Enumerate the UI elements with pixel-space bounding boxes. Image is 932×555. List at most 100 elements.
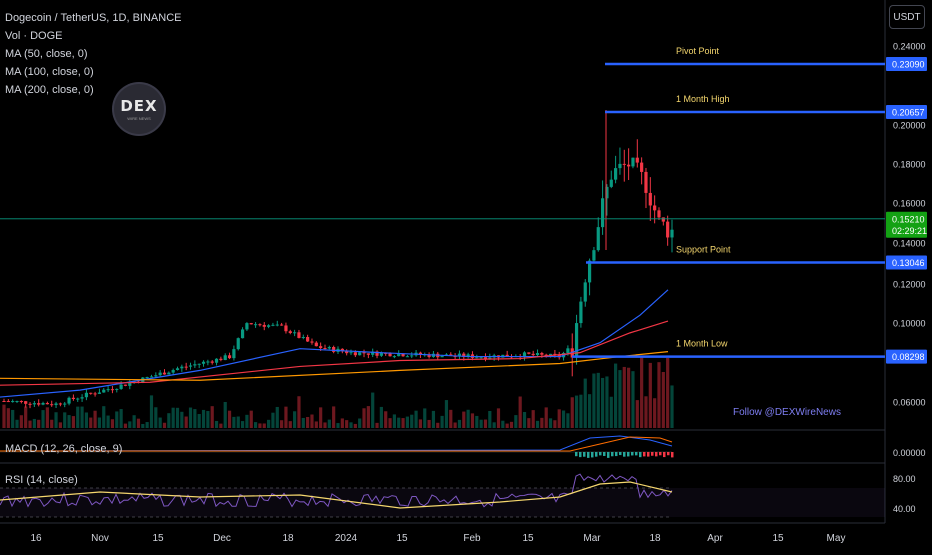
- candle: [540, 353, 543, 355]
- candle: [276, 325, 279, 326]
- volume-bar: [436, 423, 439, 428]
- candle: [89, 393, 92, 394]
- legend: Dogecoin / TetherUS, 1D, BINANCE Vol · D…: [5, 9, 181, 99]
- volume-bar: [653, 398, 656, 428]
- volume-bar: [189, 408, 192, 428]
- rsi-tick-label: 40.00: [893, 504, 916, 514]
- candle: [250, 323, 253, 324]
- level-price-3: 0.08298: [892, 352, 925, 362]
- macd-histogram-bar: [671, 452, 674, 457]
- macd-histogram-bar: [659, 452, 662, 455]
- volume-bar: [358, 419, 361, 428]
- y-tick-label: 0.20000: [893, 121, 926, 131]
- candle: [24, 401, 27, 404]
- candle: [393, 356, 396, 357]
- volume-bar: [193, 409, 196, 428]
- candle: [185, 367, 188, 368]
- candle: [258, 324, 261, 325]
- volume-bar: [72, 416, 75, 428]
- candle: [67, 398, 70, 404]
- volume-bar: [137, 419, 140, 428]
- x-tick-label: 15: [522, 533, 534, 544]
- volume-bar: [536, 421, 539, 428]
- candle: [154, 375, 157, 376]
- candle: [614, 168, 617, 180]
- chart-title[interactable]: Dogecoin / TetherUS, 1D, BINANCE: [5, 9, 181, 27]
- ma100-legend[interactable]: MA (100, close, 0): [5, 63, 181, 81]
- rsi-band: [0, 488, 885, 517]
- logo-text: DEX: [120, 97, 157, 115]
- candle: [566, 348, 569, 353]
- candle: [107, 389, 110, 390]
- volume-bar: [545, 407, 548, 428]
- volume-bar: [37, 420, 40, 428]
- candle: [323, 348, 326, 349]
- volume-bar: [401, 418, 404, 428]
- current-price-countdown: 02:29:21: [892, 226, 927, 236]
- macd-histogram-bar: [627, 452, 630, 456]
- candle: [176, 368, 179, 370]
- candle: [198, 364, 201, 365]
- macd-histogram-bar: [599, 452, 602, 455]
- volume-bar: [419, 419, 422, 428]
- volume-bar: [510, 422, 513, 428]
- y-tick-label: 0.24000: [893, 42, 926, 52]
- candle: [11, 401, 14, 402]
- candle: [527, 352, 530, 353]
- candle: [80, 397, 83, 398]
- volume-bar: [332, 406, 335, 428]
- volume-bar: [93, 411, 96, 428]
- macd-histogram-bar: [635, 452, 638, 455]
- macd-histogram-bar: [615, 452, 618, 456]
- candle: [636, 158, 639, 163]
- volume-bar: [393, 414, 396, 428]
- x-tick-label: 15: [152, 533, 164, 544]
- volume-bar: [28, 421, 31, 428]
- candle: [111, 389, 114, 390]
- candle: [28, 404, 31, 405]
- volume-bar: [146, 422, 149, 428]
- volume-legend[interactable]: Vol · DOGE: [5, 27, 181, 45]
- candle: [202, 362, 205, 364]
- candle: [310, 341, 313, 342]
- candle: [98, 392, 101, 393]
- volume-bar: [414, 411, 417, 428]
- candle: [631, 158, 634, 167]
- volume-bar: [63, 412, 66, 428]
- candle: [670, 230, 673, 238]
- x-tick-label: 16: [30, 533, 42, 544]
- candle: [662, 217, 665, 221]
- volume-bar: [471, 413, 474, 428]
- volume-bar: [124, 424, 127, 428]
- candle: [610, 180, 613, 187]
- ma50-legend[interactable]: MA (50, close, 0): [5, 45, 181, 63]
- volume-bar: [85, 412, 88, 428]
- volume-bar: [627, 368, 630, 428]
- candle: [115, 389, 118, 390]
- rsi-legend[interactable]: RSI (14, close): [5, 474, 78, 486]
- volume-bar: [219, 424, 222, 428]
- macd-legend[interactable]: MACD (12, 26, close, 9): [5, 443, 122, 455]
- candle: [237, 338, 240, 349]
- macd-histogram-bar: [667, 452, 670, 455]
- candle: [163, 373, 166, 375]
- candle: [124, 385, 127, 386]
- volume-bar: [445, 400, 448, 428]
- macd-histogram-bar: [623, 452, 626, 457]
- candle: [532, 354, 535, 355]
- candle: [289, 331, 292, 333]
- volume-bar: [614, 364, 617, 428]
- macd-histogram-bar: [663, 452, 666, 457]
- volume-bar: [267, 420, 270, 428]
- candle: [15, 401, 18, 402]
- volume-bar: [284, 407, 287, 428]
- candle: [224, 355, 227, 360]
- candle: [180, 367, 183, 369]
- currency-unit-button[interactable]: USDT: [889, 5, 925, 29]
- volume-bar: [649, 363, 652, 428]
- candle: [653, 205, 656, 210]
- candle: [536, 353, 539, 355]
- volume-bar: [549, 418, 552, 428]
- volume-bar: [98, 418, 101, 428]
- volume-bar: [514, 415, 517, 428]
